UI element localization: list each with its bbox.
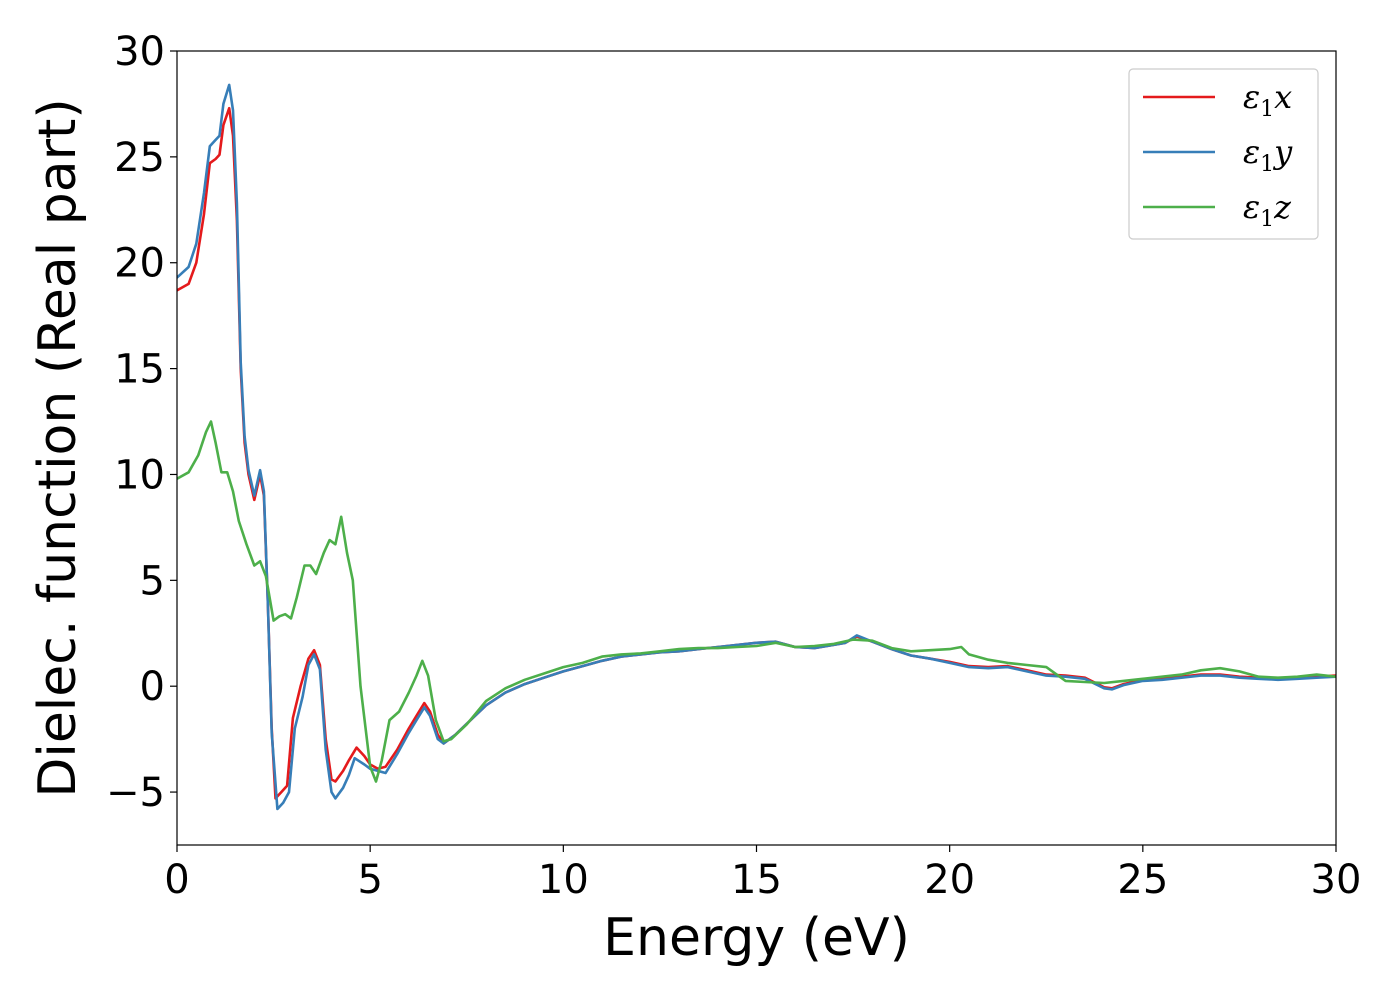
y-tick-label: 10	[114, 452, 165, 498]
legend-label-x: ε1x	[1243, 78, 1292, 122]
plot-frame	[176, 50, 1337, 846]
y-tick-label: −5	[106, 770, 165, 816]
y-tick-label: 25	[114, 135, 165, 181]
y-axis-label: Dielec. function (Real part)	[28, 98, 88, 797]
y-tick-label: 5	[140, 558, 165, 604]
legend-label-y: ε1y	[1243, 133, 1293, 177]
series-layer	[177, 83, 1336, 811]
x-tick-label: 20	[924, 857, 975, 903]
y-tick-label: 15	[114, 347, 165, 393]
x-tick-label: 0	[164, 857, 189, 903]
legend-label-z: ε1z	[1243, 188, 1292, 232]
x-tick-label: 15	[731, 857, 782, 903]
y-tick-label: 0	[140, 664, 165, 710]
x-tick-label: 10	[538, 857, 589, 903]
y-tick-label: 30	[114, 29, 165, 75]
x-tick-label: 25	[1117, 857, 1168, 903]
y-tick-label: 20	[114, 241, 165, 287]
x-tick-label: 30	[1311, 857, 1362, 903]
x-axis-label: Energy (eV)	[603, 908, 910, 968]
y-axis-ticks: −5 0 5 10 15 20 25 30	[106, 29, 177, 816]
legend-box	[1128, 68, 1319, 240]
x-axis-ticks: 0 5 10 15 20 25 30	[164, 845, 1361, 903]
x-tick-label: 5	[357, 857, 382, 903]
series-line-z	[177, 420, 1336, 783]
legend-items: ε1x ε1y ε1z	[1143, 78, 1293, 232]
legend: ε1x ε1y ε1z	[1128, 68, 1319, 240]
